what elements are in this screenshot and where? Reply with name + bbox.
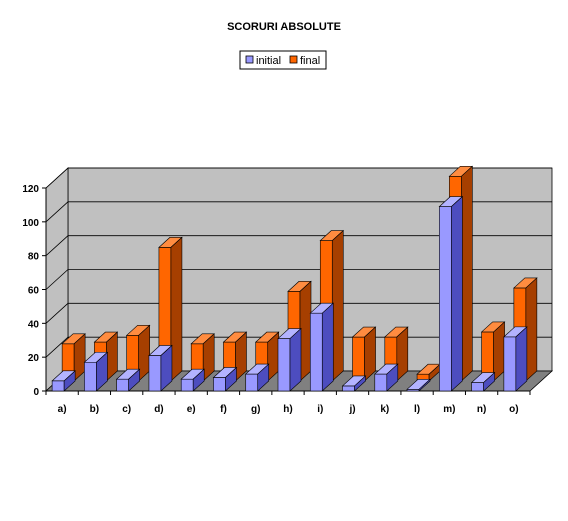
x-tick-label: n) bbox=[477, 404, 486, 415]
bar-initial-n bbox=[470, 371, 496, 392]
bar-initial-a bbox=[51, 370, 76, 392]
y-tick-label: 20 bbox=[28, 353, 40, 364]
bar-front bbox=[213, 377, 226, 392]
bar-side bbox=[202, 333, 215, 382]
bar-initial-j bbox=[341, 375, 367, 392]
bar-side bbox=[418, 378, 431, 392]
legend-swatch-final bbox=[289, 55, 298, 64]
gridline bbox=[45, 167, 552, 189]
x-tick-label: h) bbox=[283, 404, 292, 415]
gridline bbox=[45, 201, 552, 223]
legend-box bbox=[239, 50, 327, 70]
bar-side bbox=[525, 277, 538, 382]
y-tick-label: 120 bbox=[22, 184, 39, 195]
gridline bbox=[45, 269, 552, 290]
x-tick-label: e) bbox=[187, 404, 196, 415]
bar-side bbox=[63, 370, 76, 392]
bar-final-j bbox=[351, 326, 377, 382]
bar-front bbox=[116, 378, 129, 392]
x-tick-label: b) bbox=[90, 404, 99, 415]
bar-side bbox=[461, 165, 473, 382]
bar-initial-h bbox=[277, 327, 302, 392]
x-tick-label: d) bbox=[154, 404, 163, 415]
bar-side bbox=[96, 351, 108, 392]
bar-side bbox=[225, 366, 237, 392]
bar-front bbox=[84, 361, 97, 392]
x-tick-label: k) bbox=[380, 404, 389, 415]
bar-side bbox=[483, 371, 495, 392]
bar-side bbox=[354, 375, 366, 392]
y-tick-label: 40 bbox=[28, 319, 40, 330]
bar-front bbox=[439, 206, 452, 392]
x-tick-label: f) bbox=[220, 404, 227, 415]
x-tick-label: g) bbox=[251, 404, 260, 415]
legend-label-final: final bbox=[300, 55, 320, 67]
y-tick-label: 0 bbox=[33, 387, 39, 398]
x-tick-label: l) bbox=[414, 404, 420, 415]
bar-front bbox=[180, 378, 194, 392]
bar-side bbox=[364, 326, 376, 382]
legend-label-initial: initial bbox=[256, 55, 281, 67]
bar-side bbox=[299, 280, 312, 382]
bar-side bbox=[515, 326, 528, 392]
x-tick-label: i) bbox=[317, 404, 323, 415]
bar-side bbox=[192, 368, 205, 392]
bar-initial-f bbox=[212, 366, 238, 392]
bar-final-l bbox=[416, 363, 441, 382]
bar-initial-e bbox=[180, 368, 205, 392]
legend: initial final bbox=[239, 50, 327, 70]
x-tick-label: m) bbox=[443, 404, 455, 415]
bar-initial-d bbox=[148, 344, 173, 392]
bar-front bbox=[245, 373, 259, 392]
bar-initial-o bbox=[503, 326, 528, 392]
bar-side bbox=[128, 368, 140, 392]
gridline bbox=[45, 235, 552, 256]
bar-initial-c bbox=[115, 368, 141, 392]
y-tick-label: 100 bbox=[22, 218, 39, 229]
bar-front bbox=[471, 382, 484, 392]
bar-initial-l bbox=[406, 378, 431, 392]
legend-swatch-initial bbox=[245, 55, 254, 64]
bar-side bbox=[289, 327, 302, 392]
bar-side bbox=[331, 229, 344, 382]
bar-side bbox=[138, 324, 150, 382]
y-tick-label: 80 bbox=[28, 252, 40, 263]
bar-side bbox=[321, 302, 334, 392]
bar-initial-i bbox=[309, 302, 335, 392]
bar-side bbox=[170, 236, 183, 382]
bar-front bbox=[148, 355, 162, 392]
bar-initial-k bbox=[374, 363, 399, 392]
chart-title: SCORURI ABSOLUTE bbox=[227, 21, 341, 33]
bar-final-n bbox=[480, 321, 506, 382]
gridline bbox=[45, 302, 552, 324]
bar-initial-m bbox=[438, 195, 464, 392]
bar-front bbox=[342, 385, 355, 392]
bar-initial-b bbox=[83, 351, 109, 392]
bar-side bbox=[396, 326, 409, 382]
bar-front bbox=[309, 312, 323, 392]
bar-side bbox=[493, 321, 505, 382]
bar-side bbox=[160, 344, 173, 392]
bar-front bbox=[277, 338, 291, 392]
bar-side bbox=[257, 363, 270, 392]
bar-side bbox=[386, 363, 399, 392]
x-tick-label: c) bbox=[122, 404, 131, 415]
x-tick-label: j) bbox=[348, 404, 355, 415]
bar-side bbox=[451, 195, 463, 392]
bar-front bbox=[51, 380, 65, 392]
bar-front bbox=[352, 336, 365, 382]
bar-front bbox=[503, 336, 517, 392]
plot-area: 0 20 40 60 80 100 120 a) b) c) d) e) f) g) h) i) j) k) l) m… bbox=[22, 165, 554, 415]
x-tick-label: o) bbox=[509, 404, 518, 415]
x-tick-label: a) bbox=[58, 404, 67, 415]
bar-front bbox=[374, 373, 388, 392]
bar-initial-g bbox=[244, 363, 270, 392]
y-tick-label: 60 bbox=[28, 286, 40, 297]
